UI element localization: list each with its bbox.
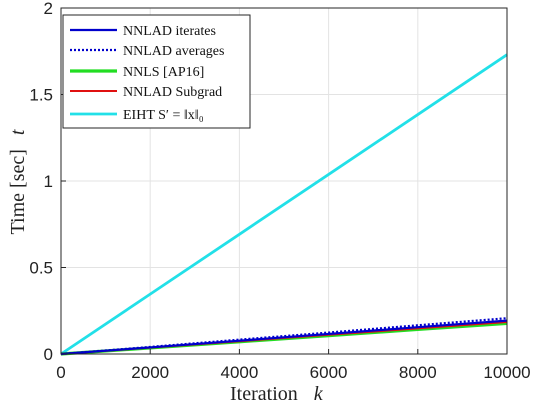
- x-tick-label: 6000: [310, 363, 348, 382]
- legend-entry: NNLAD iterates: [70, 24, 216, 39]
- y-tick-label: 2: [44, 0, 53, 18]
- legend-label: NNLAD iterates: [123, 24, 216, 39]
- legend-label: NNLAD Subgrad: [123, 85, 222, 100]
- legend-label: EIHT S′ = ‖x‖₀: [123, 108, 204, 123]
- x-tick-label: 0: [56, 363, 65, 382]
- y-tick-label: 0: [44, 345, 53, 364]
- y-tick-label: 1: [44, 172, 53, 191]
- series-layer: [60, 53, 508, 356]
- y-tick-label: 1.5: [29, 86, 53, 105]
- x-tick-label: 10000: [483, 363, 530, 382]
- x-tick-label: 2000: [131, 363, 169, 382]
- legend: NNLAD iterates NNLAD averages NNLS [AP16…: [62, 14, 251, 129]
- legend-label: NNLAD averages: [123, 44, 224, 59]
- axis-ticks: 0 2000 4000 6000 8000 10000 0 0.5 1 1.5 2: [29, 0, 530, 382]
- x-tick-label: 4000: [220, 363, 258, 382]
- series-line-4: [60, 53, 508, 356]
- y-axis-label: Time [sec]t: [7, 129, 29, 234]
- x-axis-label: Iteration k: [230, 383, 324, 405]
- legend-entry: NNLS [AP16]: [70, 65, 204, 80]
- legend-entry: NNLAD averages: [70, 44, 224, 59]
- legend-entry: NNLAD Subgrad: [70, 85, 222, 100]
- series-line-0: [60, 319, 508, 356]
- legend-entry: EIHT S′ = ‖x‖₀: [70, 108, 204, 123]
- y-tick-label: 0.5: [29, 259, 53, 278]
- x-tick-label: 8000: [399, 363, 437, 382]
- series-line-1: [60, 317, 508, 356]
- legend-label: NNLS [AP16]: [123, 65, 204, 80]
